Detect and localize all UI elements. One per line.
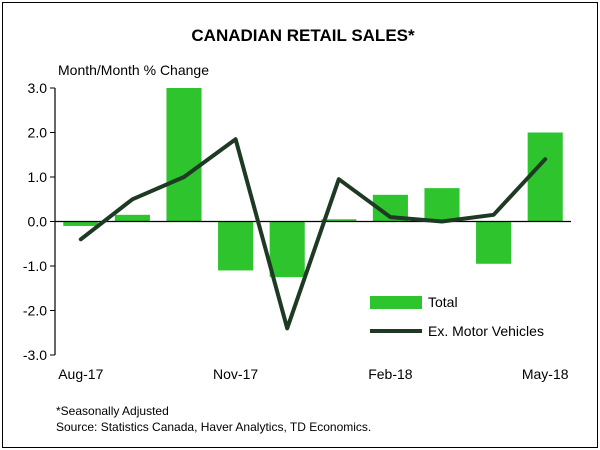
y-tick-label: -2.0 <box>23 303 47 319</box>
x-ticks: Aug-17 Nov-17 Feb-18 May-18 <box>58 366 569 382</box>
footnote-source: Source: Statistics Canada, Haver Analyti… <box>56 420 371 434</box>
bar-total-may-18 <box>527 132 563 222</box>
legend-swatch-total <box>370 296 422 309</box>
y-tick-label: -3.0 <box>23 347 47 363</box>
y-tick-label: 0.0 <box>28 214 48 230</box>
bar-total-aug-17 <box>63 221 99 226</box>
x-tick-label: Feb-18 <box>368 366 413 382</box>
bar-total-nov-17 <box>218 221 254 271</box>
bar-total-jan-18 <box>321 219 357 222</box>
bar-total-dec-17 <box>269 221 305 278</box>
y-tick-label: 3.0 <box>28 80 48 96</box>
line-series-ex-motor-vehicles <box>78 137 548 331</box>
y-tick-label: 1.0 <box>28 169 48 185</box>
y-axis-label: Month/Month % Change <box>58 62 209 78</box>
x-tick-label: May-18 <box>522 366 569 382</box>
bar-total-mar-18 <box>424 188 460 222</box>
line-ex-motor-vehicles <box>78 137 548 331</box>
legend-label-ex-motor-vehicles: Ex. Motor Vehicles <box>428 323 544 339</box>
bar-total-oct-17 <box>166 88 202 222</box>
chart: CANADIAN RETAIL SALES* Month/Month % Cha… <box>23 26 571 434</box>
bar-total-apr-18 <box>476 221 512 264</box>
y-tick-label: -1.0 <box>23 258 47 274</box>
y-ticks: 3.0 2.0 1.0 0.0 -1.0 -2.0 -3.0 <box>23 80 55 363</box>
legend-label-total: Total <box>428 294 458 310</box>
x-tick-label: Aug-17 <box>58 366 103 382</box>
chart-title: CANADIAN RETAIL SALES* <box>191 26 415 45</box>
y-tick-label: 2.0 <box>28 125 48 141</box>
x-tick-label: Nov-17 <box>213 366 258 382</box>
bar-series-total <box>63 88 563 278</box>
footnote-seasonal: *Seasonally Adjusted <box>56 404 169 418</box>
legend: Total Ex. Motor Vehicles <box>370 294 544 339</box>
bar-total-sep-17 <box>114 214 150 222</box>
